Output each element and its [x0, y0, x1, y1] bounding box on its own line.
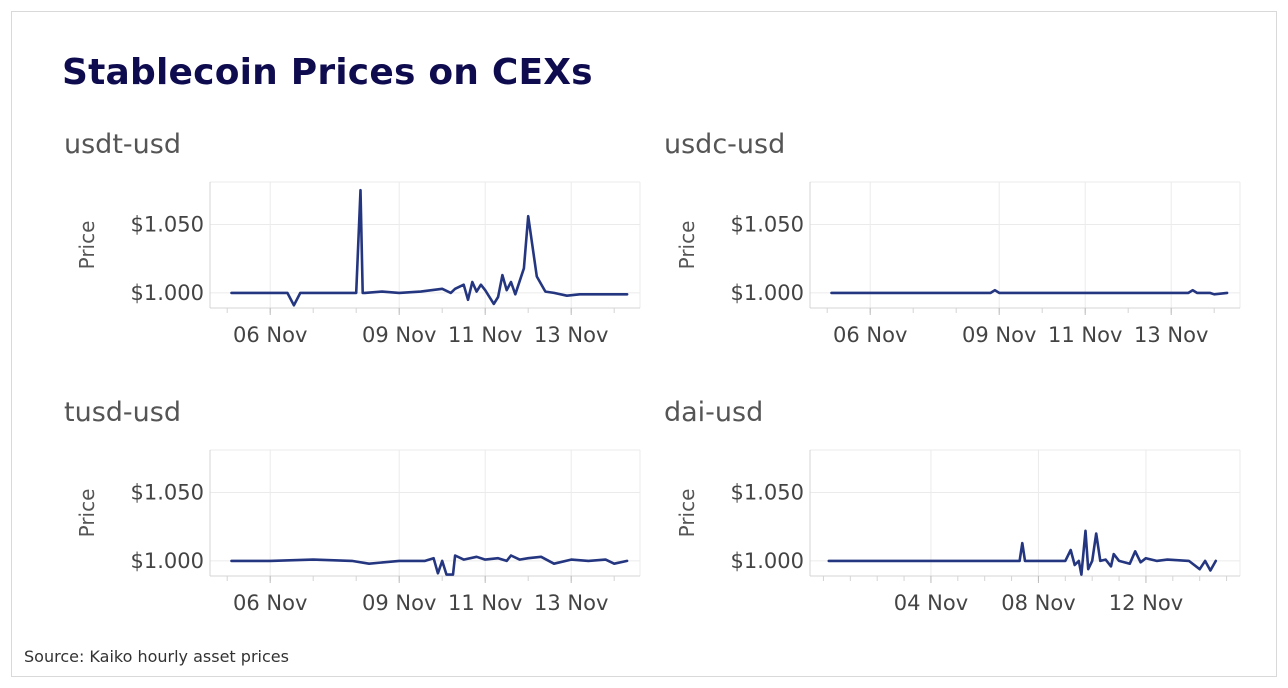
series-line [827, 529, 1218, 576]
y-tick-label: $1.000 [731, 549, 804, 573]
x-tick-label: 09 Nov [962, 323, 1036, 347]
chart-svg: tusd-usd $1.000 $1.050 06 Nov 09 Nov 11 Nov 13… [64, 397, 641, 615]
panel-title: usdc-usd [664, 129, 785, 160]
x-tick-label: 08 Nov [1001, 591, 1075, 615]
y-tick-label: $1.050 [731, 212, 804, 236]
x-tick-label: 13 Nov [534, 323, 608, 347]
y-axis-title: Price [675, 221, 699, 270]
chart-svg: usdt-usd $1.000 $1.050 06 Nov 09 Nov 11 Nov 13… [64, 129, 641, 347]
panel-dai-usd: dai-usd $1.000 $1.050 04 Nov 08 Nov 12 Nov Pri… [662, 388, 1262, 638]
panel-title: usdt-usd [64, 129, 181, 160]
page-title: Stablecoin Prices on CEXs [62, 52, 593, 93]
x-tick-label: 06 Nov [233, 323, 307, 347]
x-tick-label: 06 Nov [833, 323, 907, 347]
panel-title: tusd-usd [64, 397, 181, 428]
x-tick-label: 09 Nov [362, 591, 436, 615]
series-line [230, 188, 629, 307]
y-tick-label: $1.050 [131, 212, 204, 236]
chart-frame [11, 11, 1277, 677]
x-tick-label: 06 Nov [233, 591, 307, 615]
x-tick-label: 04 Nov [894, 591, 968, 615]
x-tick-label: 13 Nov [1134, 323, 1208, 347]
y-axis-title: Price [75, 221, 99, 270]
y-tick-label: $1.000 [131, 281, 204, 305]
x-tick-label: 11 Nov [1048, 323, 1122, 347]
x-tick-label: 11 Nov [448, 323, 522, 347]
source-note: Source: Kaiko hourly asset prices [24, 647, 289, 666]
y-tick-label: $1.050 [731, 480, 804, 504]
y-axis-title: Price [75, 489, 99, 538]
series-line [830, 288, 1229, 296]
chart-svg: usdc-usd $1.000 $1.050 06 Nov 09 Nov 11 Nov 13… [664, 129, 1241, 347]
panel-tusd-usd: tusd-usd $1.000 $1.050 06 Nov 09 Nov 11 Nov 13… [62, 388, 662, 638]
x-tick-label: 13 Nov [534, 591, 608, 615]
y-tick-label: $1.050 [131, 480, 204, 504]
y-tick-label: $1.000 [131, 549, 204, 573]
panel-title: dai-usd [664, 397, 763, 428]
y-axis-title: Price [675, 489, 699, 538]
x-tick-label: 11 Nov [448, 591, 522, 615]
series-line [230, 554, 629, 576]
x-tick-label: 09 Nov [362, 323, 436, 347]
panel-usdc-usd: usdc-usd $1.000 $1.050 06 Nov 09 Nov 11 Nov 13… [662, 120, 1262, 370]
x-tick-label: 12 Nov [1109, 591, 1183, 615]
y-tick-label: $1.000 [731, 281, 804, 305]
chart-svg: dai-usd $1.000 $1.050 04 Nov 08 Nov 12 Nov Pri… [664, 397, 1241, 615]
panel-usdt-usd: usdt-usd $1.000 $1.050 06 Nov 09 Nov 11 Nov 13… [62, 120, 662, 370]
